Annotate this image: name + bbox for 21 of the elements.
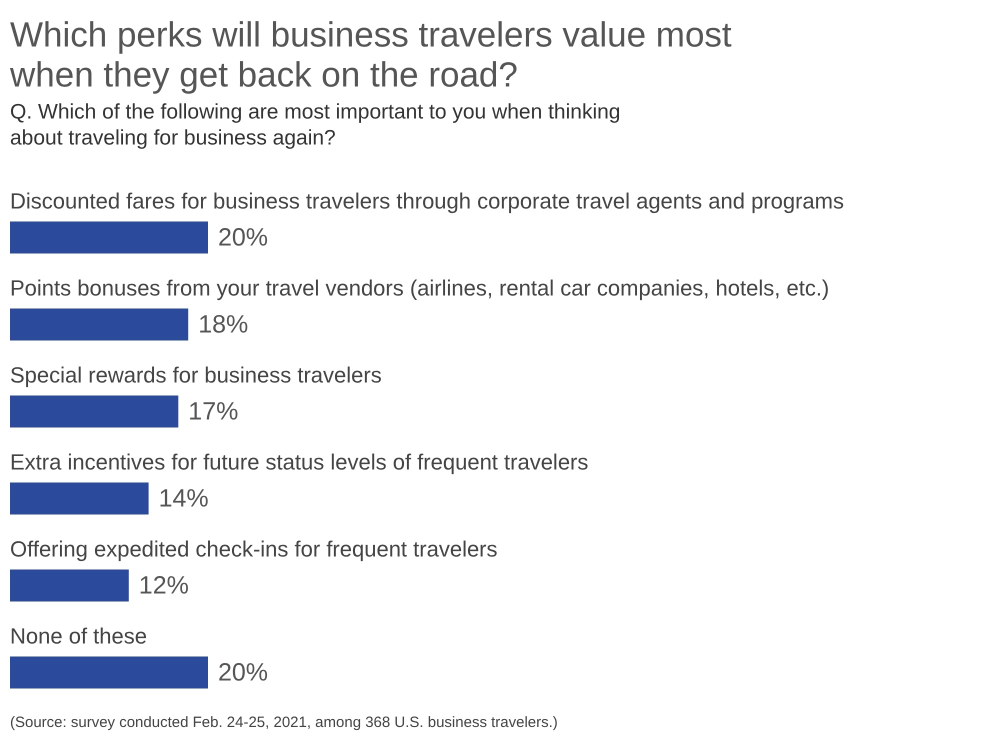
bar — [10, 656, 208, 688]
bar — [10, 222, 208, 254]
data-label: 12% — [138, 572, 189, 600]
bar — [10, 396, 178, 428]
data-label: 20% — [218, 658, 268, 686]
data-label: 14% — [158, 484, 209, 512]
y-tick-label: Points bonuses from your travel vendors (airlines, rental car companies, hotels, etc.) — [10, 276, 830, 300]
bar — [10, 570, 129, 602]
data-label: 17% — [188, 398, 238, 426]
text: (Source: survey conducted Feb. 24-25, 2021, among 368 U.S. business travelers.) — [10, 714, 558, 731]
data-label: 18% — [198, 310, 248, 338]
data-label: 20% — [218, 224, 268, 252]
text: Q. Which of the following are most important to you when thinking about traveling for business again? — [10, 100, 620, 150]
y-tick-label: Extra incentives for future status levels of frequent travelers — [10, 450, 588, 474]
y-tick-label: None of these — [10, 624, 147, 648]
bar — [10, 308, 188, 340]
text: Which perks will business travelers value most when they get back on the road? — [9, 16, 732, 94]
y-tick-label: Special rewards for business travelers — [10, 362, 382, 388]
y-tick-label: Discounted fares for business travelers through corporate travel agents and programs — [10, 188, 844, 214]
bar — [10, 482, 149, 514]
y-tick-label: Offering expedited check-ins for frequent travelers — [10, 536, 498, 562]
